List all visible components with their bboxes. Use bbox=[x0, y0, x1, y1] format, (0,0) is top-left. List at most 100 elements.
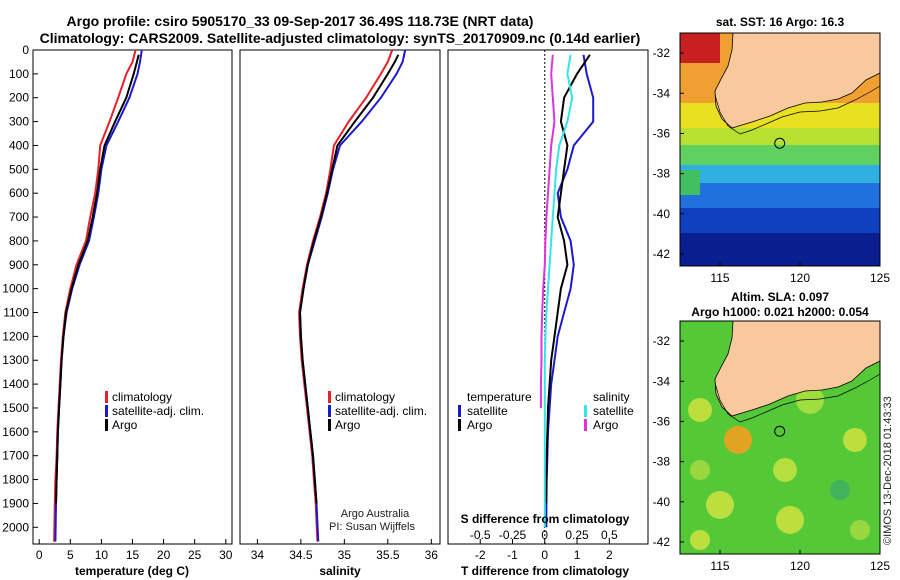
credit-line-1: Argo Australia bbox=[341, 508, 410, 520]
salinity-series-group bbox=[298, 49, 407, 542]
salinity-legend: climatology satellite-adj. clim. Argo bbox=[328, 390, 427, 432]
legend-swatch-satellite-t bbox=[458, 405, 461, 417]
temperature-plot-frame bbox=[32, 49, 233, 545]
x-tick-label: 10 bbox=[95, 548, 109, 562]
series-line-argo-t bbox=[545, 54, 591, 504]
latitude-tick-label: -32 bbox=[653, 334, 671, 348]
x-tick-label: 30 bbox=[219, 548, 233, 562]
legend-swatch-satellite-2 bbox=[328, 405, 331, 417]
legend-label-climatology-2: climatology bbox=[335, 390, 395, 404]
x-tick-label: -1 bbox=[507, 548, 518, 562]
latitude-tick-label: -34 bbox=[653, 86, 671, 100]
depth-tick-label: 1700 bbox=[2, 449, 29, 463]
latitude-tick-label: -34 bbox=[653, 374, 671, 388]
legend-label-satellite-s: satellite bbox=[593, 404, 634, 418]
sst-band bbox=[680, 183, 880, 208]
australia-land-2 bbox=[680, 321, 880, 417]
latitude-tick-label: -40 bbox=[653, 207, 671, 221]
legend-label-argo-s: Argo bbox=[593, 418, 619, 432]
australia-land bbox=[680, 33, 880, 129]
depth-tick-label: 1000 bbox=[2, 282, 29, 296]
legend-swatch-satellite-s bbox=[584, 405, 587, 417]
legend-swatch-argo-t bbox=[458, 419, 461, 431]
x-tick-label: 36 bbox=[425, 548, 439, 562]
sla-anomaly-blob bbox=[843, 428, 867, 452]
sla-anomaly-blob bbox=[830, 480, 850, 500]
legend-label-argo: Argo bbox=[112, 418, 138, 432]
longitude-tick-label: 115 bbox=[710, 271, 729, 285]
depth-tick-label: 1800 bbox=[2, 473, 29, 487]
series-line-argo-s bbox=[539, 54, 556, 408]
depth-tick-label: 600 bbox=[9, 186, 29, 200]
latitude-tick-label: -38 bbox=[653, 455, 671, 469]
legend-swatch-climatology bbox=[105, 391, 108, 403]
temperature-axis-label: temperature (deg C) bbox=[75, 564, 189, 578]
latitude-tick-label: -40 bbox=[653, 495, 671, 509]
series-line-satellite-s bbox=[543, 54, 574, 528]
depth-tick-label: 1200 bbox=[2, 329, 29, 343]
x-tick-label: 25 bbox=[188, 548, 202, 562]
depth-tick-label: 500 bbox=[9, 162, 29, 176]
sst-band bbox=[680, 145, 880, 165]
latitude-tick-label: -36 bbox=[653, 414, 671, 428]
s-difference-axis-ticks: -0.5 -0.25 0 0.25 0.5 bbox=[470, 528, 618, 542]
depth-tick-label: 1500 bbox=[2, 401, 29, 415]
legend-swatch-satellite bbox=[105, 405, 108, 417]
sst-map-title: sat. SST: 16 Argo: 16.3 bbox=[716, 15, 845, 29]
difference-legend: temperature satellite Argo salinity sate… bbox=[458, 390, 634, 432]
salinity-plot-frame bbox=[239, 49, 441, 545]
salinity-axis-label: salinity bbox=[319, 564, 361, 578]
latitude-tick-label: -36 bbox=[653, 126, 671, 140]
difference-series-group bbox=[539, 54, 595, 528]
argo-position-marker bbox=[774, 137, 786, 149]
shelf-contour-2 bbox=[714, 373, 880, 423]
argo-position-marker-2 bbox=[774, 425, 786, 437]
sst-band bbox=[680, 233, 880, 266]
sla-anomaly-blob bbox=[690, 460, 710, 480]
t-difference-axis-ticks: -2 -1 0 1 2 bbox=[475, 539, 613, 562]
sla-anomaly-blob bbox=[706, 491, 734, 519]
imos-timestamp: ©IMOS 13-Dec-2018 01:43:33 bbox=[882, 396, 894, 545]
depth-tick-label: 1100 bbox=[3, 306, 29, 320]
x-tick-label: 1 bbox=[574, 548, 581, 562]
s-tick-label: 0.25 bbox=[565, 528, 589, 542]
x-tick-label: -2 bbox=[475, 548, 486, 562]
legend-swatch-argo bbox=[105, 419, 108, 431]
series-line-argo bbox=[298, 54, 400, 504]
depth-tick-label: 300 bbox=[9, 115, 29, 129]
legend-header-salinity: salinity bbox=[593, 390, 630, 404]
sla-anomaly-blob bbox=[773, 458, 797, 482]
sla-anomaly-blob bbox=[850, 520, 870, 540]
depth-tick-label: 2000 bbox=[2, 520, 29, 534]
sst-map: sat. SST: 16 Argo: 16.3 -32-34-36-38-40-… bbox=[653, 15, 891, 285]
temperature-series-group bbox=[53, 49, 143, 542]
legend-swatch-argo-s bbox=[584, 419, 587, 431]
sst-green-patch bbox=[680, 170, 700, 195]
t-difference-axis-label: T difference from climatology bbox=[461, 564, 629, 578]
x-tick-label: 5 bbox=[67, 548, 74, 562]
title-line-2: Climatology: CARS2009. Satellite-adjuste… bbox=[40, 30, 641, 46]
x-tick-label: 20 bbox=[157, 548, 171, 562]
latitude-tick-label: -32 bbox=[653, 46, 671, 60]
depth-tick-label: 900 bbox=[9, 258, 29, 272]
x-tick-label: 34.5 bbox=[289, 548, 313, 562]
sst-band bbox=[680, 165, 880, 183]
sla-map: Altim. SLA: 0.097 Argo h1000: 0.021 h200… bbox=[653, 290, 891, 573]
salinity-axis-ticks: 34 34.5 35 35.5 36 bbox=[251, 539, 439, 562]
sst-longitude-ticks: 115 120 125 bbox=[710, 262, 890, 285]
series-line-argo bbox=[55, 54, 140, 504]
longitude-tick-label: 125 bbox=[870, 271, 890, 285]
latitude-tick-label: -42 bbox=[653, 535, 671, 549]
sst-map-canvas bbox=[680, 33, 880, 266]
sla-longitude-ticks: 115 120 125 bbox=[710, 550, 890, 573]
depth-tick-label: 1400 bbox=[2, 377, 29, 391]
legend-swatch-climatology-2 bbox=[328, 391, 331, 403]
longitude-tick-label: 115 bbox=[710, 559, 729, 573]
s-tick-label: -0.25 bbox=[499, 528, 527, 542]
x-tick-label: 2 bbox=[606, 548, 613, 562]
x-tick-label: 0 bbox=[541, 548, 548, 562]
sla-anomaly-blob bbox=[796, 386, 824, 414]
s-tick-label: -0.5 bbox=[470, 528, 491, 542]
depth-tick-label: 0 bbox=[22, 43, 29, 57]
temperature-legend: climatology satellite-adj. clim. Argo bbox=[105, 390, 204, 432]
